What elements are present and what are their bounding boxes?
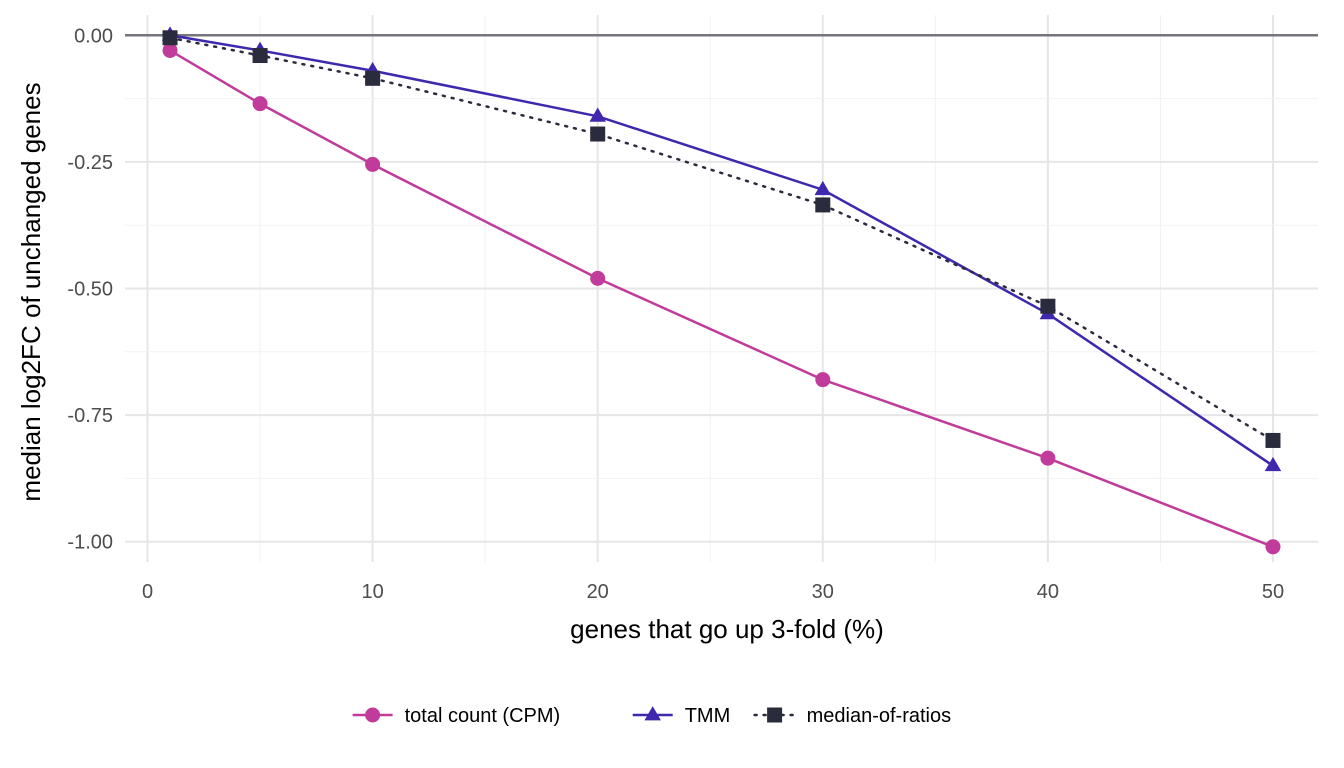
x-tick-label: 20: [587, 581, 609, 603]
data-point: [1040, 450, 1056, 466]
legend-item: TMM: [632, 705, 731, 727]
data-point: [162, 30, 178, 46]
data-point: [590, 270, 606, 286]
x-tick-label: 0: [142, 581, 153, 603]
x-tick-label: 40: [1037, 581, 1059, 603]
data-point: [815, 372, 831, 388]
data-point: [252, 48, 268, 64]
data-point: [814, 180, 832, 196]
data-point: [1264, 456, 1282, 472]
series-line: [169, 34, 1274, 467]
series-line: [169, 49, 1274, 548]
legend-item: median-of-ratios: [753, 705, 952, 727]
legend-key-marker: [767, 707, 783, 723]
data-point: [162, 42, 178, 58]
data-point: [365, 156, 381, 172]
y-tick-label: -0.25: [67, 152, 113, 174]
data-point: [589, 107, 606, 122]
data-point: [1040, 298, 1056, 314]
grid: [125, 15, 1318, 562]
data-point: [590, 126, 606, 142]
y-tick-label: -1.00: [67, 532, 113, 554]
legend-label: total count (CPM): [405, 705, 561, 727]
x-tick-label: 10: [361, 581, 383, 603]
data-point: [252, 96, 268, 112]
data-point: [815, 197, 831, 213]
x-tick-label: 30: [812, 581, 834, 603]
y-axis-title: median log2FC of unchanged genes: [16, 82, 46, 501]
y-tick-label: -0.75: [67, 405, 113, 427]
data-point: [1265, 432, 1281, 448]
y-tick-label: -0.50: [67, 279, 113, 301]
y-tick-label: 0.00: [74, 25, 113, 47]
x-tick-label: 50: [1262, 581, 1284, 603]
series-2: [162, 30, 1281, 448]
legend-label: median-of-ratios: [807, 705, 952, 727]
series-1: [161, 26, 1282, 472]
data-point: [1265, 539, 1281, 555]
x-axis-title: genes that go up 3-fold (%): [570, 614, 884, 644]
data-point: [365, 70, 381, 86]
legend-key-marker: [365, 707, 381, 723]
legend: total count (CPM) TMM median-of-ratios: [352, 705, 952, 727]
legend-item: total count (CPM): [352, 705, 561, 727]
series-layer: [161, 26, 1282, 555]
legend-key-marker: [644, 706, 661, 721]
legend-label: TMM: [685, 705, 731, 727]
series-0: [162, 42, 1281, 555]
axes: 0 10 20 30 40 50 0.00 -0.25 -0.50 -0.75 -1.00: [67, 25, 1284, 603]
